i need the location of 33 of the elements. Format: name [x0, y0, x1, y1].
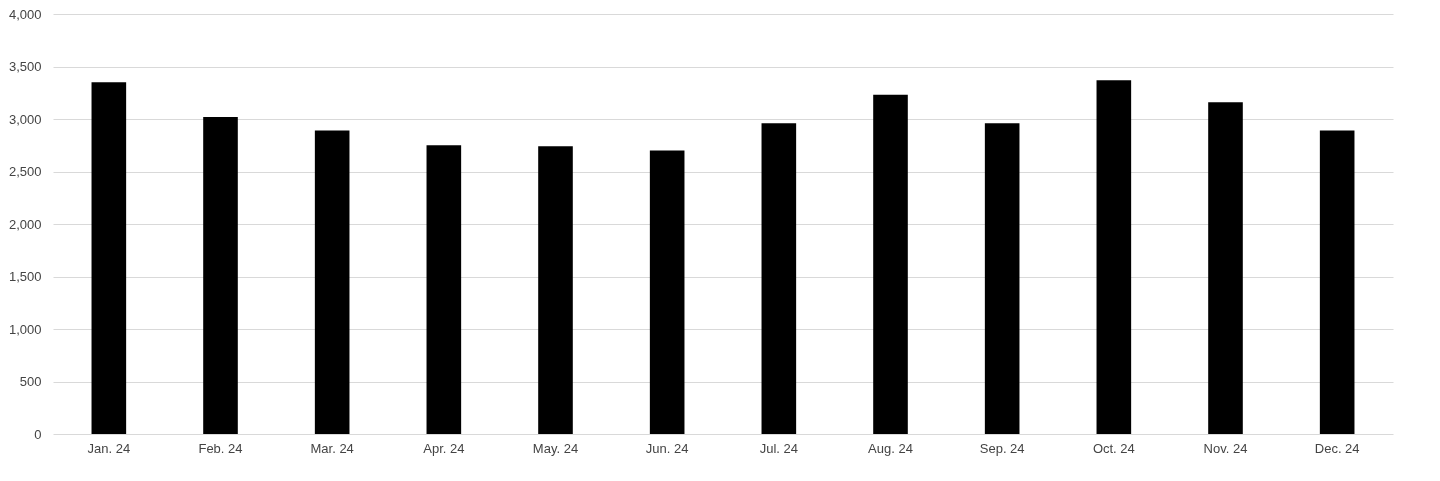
- y-tick-label: 3,500: [8, 59, 42, 74]
- x-tick-label: May. 24: [532, 440, 579, 456]
- bar: [1319, 130, 1355, 434]
- y-tick-label: 2,500: [8, 164, 42, 179]
- bar: [203, 116, 238, 434]
- bar: [984, 123, 1020, 434]
- x-tick-label: Jun. 24: [645, 440, 689, 456]
- bar: [1208, 102, 1243, 434]
- bar: [538, 146, 573, 434]
- bar: [426, 145, 462, 434]
- y-tick-label: 4,000: [8, 6, 42, 22]
- x-tick-label: Mar. 24: [310, 440, 354, 456]
- bar: [649, 150, 685, 434]
- y-tick-label: 1,000: [8, 321, 42, 337]
- bar: [314, 130, 350, 434]
- x-tick-label: Aug. 24: [868, 440, 913, 456]
- x-tick-label: Feb. 24: [198, 440, 243, 456]
- bar: [1096, 80, 1132, 434]
- bar: [873, 94, 908, 434]
- y-tick-label: 500: [19, 374, 42, 389]
- x-tick-label: Oct. 24: [1092, 440, 1135, 456]
- bar: [761, 123, 797, 434]
- y-tick-label: 3,000: [8, 111, 42, 127]
- x-tick-label: Apr. 24: [423, 440, 465, 456]
- x-tick-label: Dec. 24: [1314, 440, 1360, 456]
- x-tick-label: Sep. 24: [979, 440, 1025, 456]
- y-tick-label: 0: [34, 426, 42, 442]
- y-tick-label: 2,000: [8, 216, 42, 232]
- y-tick-label: 1,500: [8, 269, 42, 284]
- x-tick-label: Nov. 24: [1203, 440, 1248, 456]
- x-tick-label: Jan. 24: [87, 440, 131, 456]
- x-tick-label: Jul. 24: [759, 440, 798, 456]
- bar: [91, 82, 127, 434]
